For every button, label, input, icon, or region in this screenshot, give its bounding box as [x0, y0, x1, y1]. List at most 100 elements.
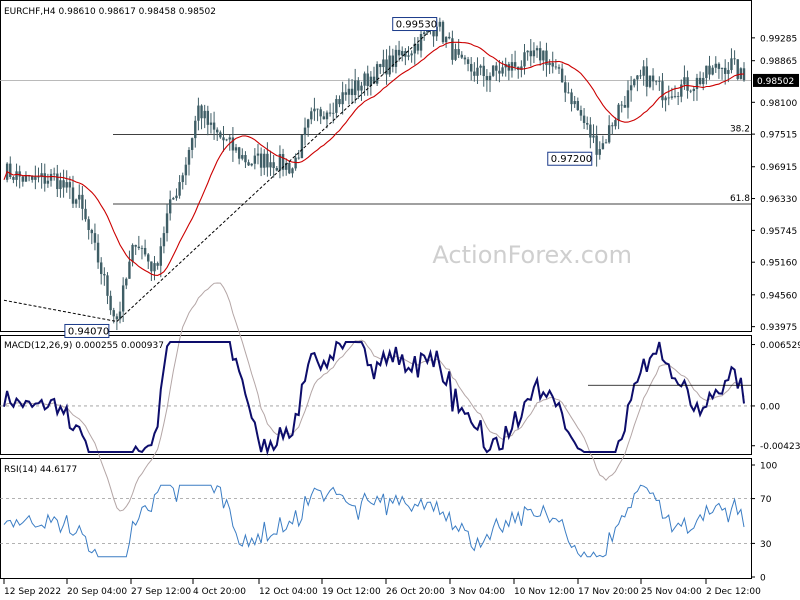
candle-body	[247, 162, 250, 166]
price-annotation-box	[392, 17, 438, 32]
candle-body	[121, 285, 125, 312]
candle-body	[661, 81, 664, 101]
candle-body	[100, 262, 103, 275]
candle-body	[209, 122, 213, 125]
candle-body	[560, 68, 564, 83]
candle-body	[567, 92, 570, 94]
macd-axis-label: 0.00	[760, 402, 780, 412]
rsi-line	[3, 484, 745, 558]
candle-body	[488, 75, 492, 81]
candle-body	[297, 157, 300, 159]
candle-body	[118, 311, 122, 320]
candle-body	[482, 65, 485, 77]
rsi-axis-label: 30	[760, 540, 772, 550]
candle-body	[203, 110, 206, 119]
candle-body	[554, 66, 558, 68]
candle-body	[385, 59, 388, 75]
candle-body	[172, 198, 175, 200]
price-annotation-box	[64, 323, 110, 338]
watermark: ActionForex.com	[432, 241, 632, 269]
candle-body	[332, 112, 335, 114]
candle-body	[15, 171, 18, 180]
candle-body	[457, 49, 460, 55]
price-axis-label: 0.97515	[760, 131, 797, 141]
candle-body	[642, 66, 645, 76]
time-axis-label: 26 Oct 20:00	[386, 587, 445, 597]
candle-body	[197, 105, 200, 121]
candle-body	[698, 77, 702, 85]
candle-body	[256, 153, 260, 156]
price-chart-title: EURCHF,H4 0.98610 0.98617 0.98458 0.9850…	[4, 7, 216, 17]
candle-body	[404, 51, 407, 57]
candle-body	[416, 43, 420, 51]
trendline-up	[116, 24, 438, 322]
candle-body	[629, 85, 633, 91]
candle-body	[495, 65, 498, 71]
price-axis-label: 0.99285	[760, 34, 797, 44]
candle-body	[479, 65, 482, 68]
candle-body	[727, 70, 730, 74]
candle-body	[12, 177, 15, 180]
candle-body	[375, 64, 379, 84]
candle-body	[413, 43, 416, 54]
candle-body	[689, 90, 692, 92]
macd-axis-label: -0.004233	[760, 442, 800, 452]
candle-body	[651, 75, 655, 82]
candle-body	[288, 163, 291, 174]
candle-body	[156, 263, 159, 266]
candle-body	[140, 247, 144, 249]
candle-body	[31, 176, 34, 180]
candle-body	[460, 54, 463, 58]
candle-body	[357, 80, 360, 91]
candle-body	[655, 81, 658, 83]
candle-body	[513, 62, 517, 67]
time-axis-label: 2 Dec 12:00	[706, 587, 761, 597]
candle-body	[46, 180, 50, 184]
candle-body	[190, 138, 194, 150]
trendline-left	[3, 299, 117, 322]
candle-body	[9, 163, 12, 178]
candle-body	[372, 76, 376, 84]
candle-body	[366, 73, 369, 86]
candle-body	[623, 105, 627, 108]
candle-body	[501, 67, 504, 74]
candle-body	[40, 173, 43, 178]
candle-body	[360, 85, 363, 91]
candle-body	[153, 263, 156, 272]
candle-body	[723, 67, 727, 74]
fib-level-label: 38.2	[730, 124, 750, 134]
time-axis-label: 4 Oct 20:00	[193, 587, 246, 597]
candle-body	[463, 57, 467, 60]
candle-body	[225, 139, 228, 141]
candle-body	[165, 213, 169, 234]
candle-body	[507, 64, 511, 71]
price-axis-label: 0.98865	[760, 57, 797, 67]
candle-body	[730, 58, 733, 71]
candle-body	[432, 30, 435, 37]
candle-body	[717, 63, 721, 69]
candle-body	[470, 63, 473, 72]
rsi-axis-label: 100	[760, 462, 777, 472]
candle-body	[695, 77, 699, 89]
candle-body	[532, 50, 536, 57]
candle-body	[664, 97, 667, 101]
candle-body	[78, 194, 81, 200]
candle-body	[394, 49, 398, 67]
macd-panel-frame	[0, 335, 752, 455]
candle-body	[34, 176, 37, 180]
candle-body	[212, 122, 216, 130]
candle-body	[614, 120, 617, 127]
candle-body	[589, 124, 592, 138]
candle-body	[419, 34, 423, 51]
candle-body	[607, 125, 611, 143]
candle-body	[175, 195, 178, 199]
candle-body	[473, 71, 476, 76]
price-plot: 38.2 61.8 0.99530 0.97200 0.94070	[0, 17, 751, 338]
candle-body	[93, 233, 97, 243]
candle-body	[228, 137, 231, 140]
axes: 0.99285 0.98865 0.98100 0.97515 0.96915 0.963…	[3, 34, 800, 597]
candle-body	[438, 21, 442, 27]
price-axis-label: 0.96330	[760, 195, 797, 205]
time-axis-label: 12 Oct 04:00	[259, 587, 318, 597]
